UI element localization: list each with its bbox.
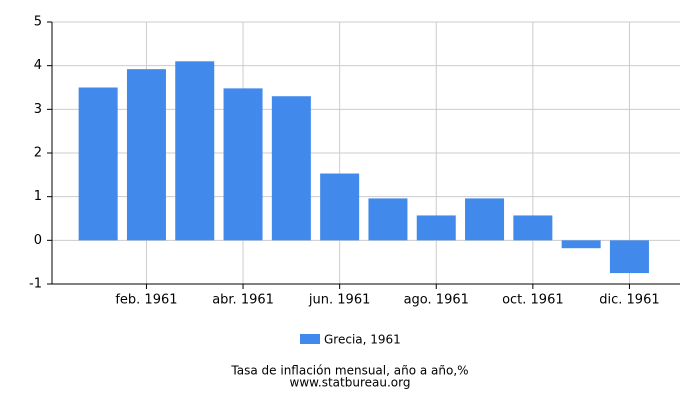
x-tick-label: ago. 1961: [404, 293, 469, 308]
bar: [78, 87, 118, 241]
y-tick-label: 1: [34, 189, 42, 204]
bar: [561, 240, 601, 249]
chart-title: Tasa de inflación mensual, año a año,%: [230, 364, 468, 378]
bar: [513, 215, 553, 241]
y-tick-label: 3: [34, 102, 42, 117]
legend-swatch: [300, 334, 320, 344]
bar: [416, 215, 456, 241]
legend-label: Grecia, 1961: [324, 333, 401, 347]
y-tick-label: 0: [34, 233, 42, 248]
bar: [126, 69, 166, 241]
bar: [271, 96, 311, 241]
y-tick-label: 2: [34, 146, 42, 161]
x-tick-label: oct. 1961: [502, 293, 564, 308]
bar: [609, 240, 649, 274]
bar: [368, 198, 408, 241]
y-tick-label: -1: [29, 277, 42, 292]
bar: [320, 173, 360, 241]
x-tick-label: abr. 1961: [212, 293, 274, 308]
y-tick-label: 4: [34, 58, 42, 73]
x-tick-label: dic. 1961: [599, 293, 659, 308]
chart-source: www.statbureau.org: [290, 376, 411, 390]
x-tick-label: jun. 1961: [308, 293, 370, 308]
bar: [465, 198, 505, 241]
bar: [223, 88, 263, 241]
x-tick-label: feb. 1961: [115, 293, 177, 308]
bar: [175, 61, 215, 241]
y-tick-label: 5: [34, 15, 42, 30]
